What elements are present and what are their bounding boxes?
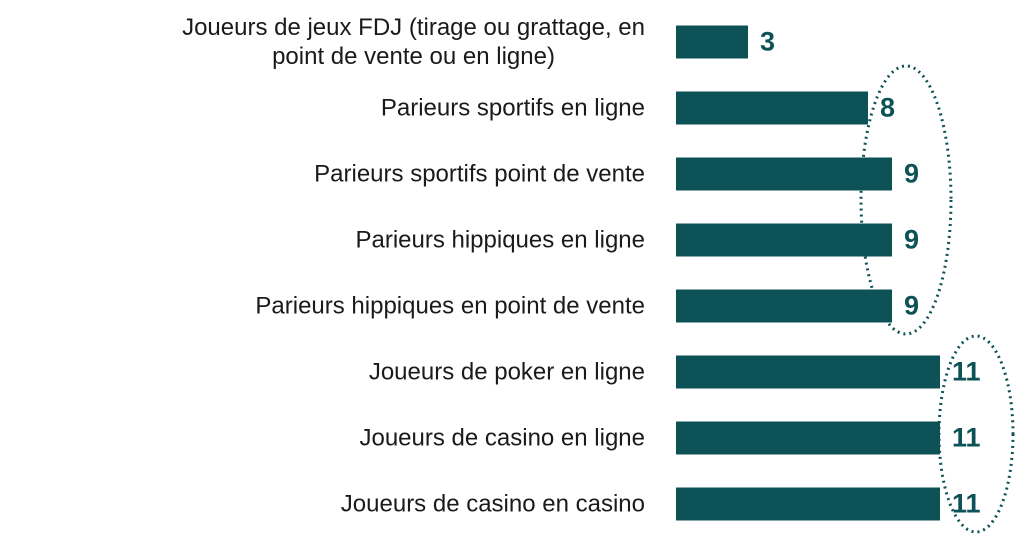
bar [676, 487, 940, 521]
bar [676, 223, 892, 257]
highlight-ellipse [859, 64, 953, 336]
category-label: Parieurs hippiques en ligne [355, 226, 645, 254]
data-label: 9 [904, 224, 920, 255]
category-label: Parieurs sportifs point de vente [314, 160, 645, 188]
bar [676, 355, 940, 389]
data-label: 11 [952, 488, 981, 519]
bar [676, 25, 748, 59]
bar [676, 91, 868, 125]
category-label: Parieurs sportifs en ligne [380, 94, 645, 122]
data-label: 9 [904, 158, 920, 189]
category-label: Joueurs de jeux FDJ (tirage ou grattage,… [182, 14, 645, 70]
category-label: Joueurs de poker en ligne [368, 358, 645, 386]
highlight-ellipse [937, 334, 1015, 534]
category-label: Joueurs de casino en casino [340, 490, 645, 518]
category-label: Parieurs hippiques en point de vente [255, 292, 645, 320]
bar [676, 157, 892, 191]
bar [676, 421, 940, 455]
data-label: 8 [880, 92, 896, 123]
category-label: Joueurs de casino en ligne [359, 424, 645, 452]
data-label: 9 [904, 290, 920, 321]
data-label: 11 [952, 356, 981, 387]
data-label: 11 [952, 422, 981, 453]
bar [676, 289, 892, 323]
data-label: 3 [760, 26, 776, 57]
